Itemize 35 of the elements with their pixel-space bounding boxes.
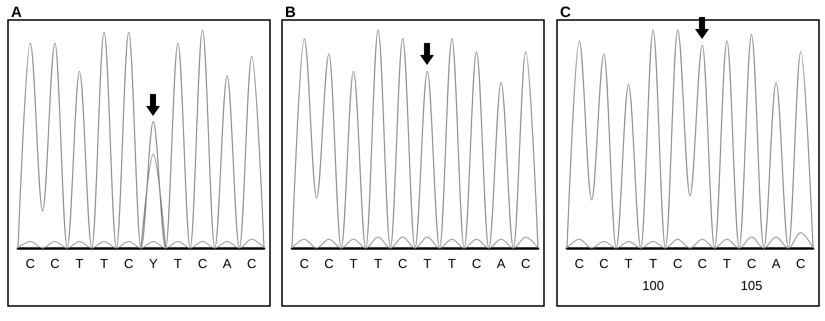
x-tick-label: C (300, 256, 309, 271)
x-tick-label: C (574, 256, 584, 271)
x-tick-label: C (796, 256, 806, 271)
x-tick-label: C (599, 256, 609, 271)
x-tick-label: T (100, 256, 108, 271)
x-tick-label: T (649, 256, 658, 271)
x-tick-label: A (772, 256, 781, 271)
x-tick-label: T (448, 256, 456, 271)
x-tick-label: T (350, 256, 358, 271)
x-tick-label: A (496, 256, 506, 271)
x-tick-label: C (247, 256, 256, 271)
x-tick-label: T (374, 256, 382, 271)
x-tick-label: C (26, 256, 35, 271)
x-tick-label: A (222, 256, 232, 271)
x-tick-label: C (746, 256, 756, 271)
x-tick-label: C (698, 256, 707, 271)
x-tick-label: C (398, 256, 408, 271)
chart-title: B (285, 4, 296, 21)
x-tick-label: T (76, 256, 84, 271)
x-tick-label: T (624, 256, 633, 271)
x-tick-label: T (423, 256, 432, 271)
x-tick-label: Y (148, 256, 158, 271)
x-tick-label: C (472, 256, 482, 271)
text: 100 (642, 278, 664, 293)
x-tick-label: T (174, 256, 182, 271)
x-tick-label: C (673, 256, 682, 271)
x-tick-label: C (50, 256, 60, 271)
text: 105 (740, 278, 762, 293)
x-tick-label: C (198, 256, 208, 271)
x-tick-label: C (521, 256, 530, 271)
x-tick-label: C (124, 256, 134, 271)
chart-title: C (560, 4, 571, 21)
chart-title: A (11, 4, 22, 21)
x-tick-label: C (324, 256, 334, 271)
x-tick-label: T (722, 256, 731, 271)
